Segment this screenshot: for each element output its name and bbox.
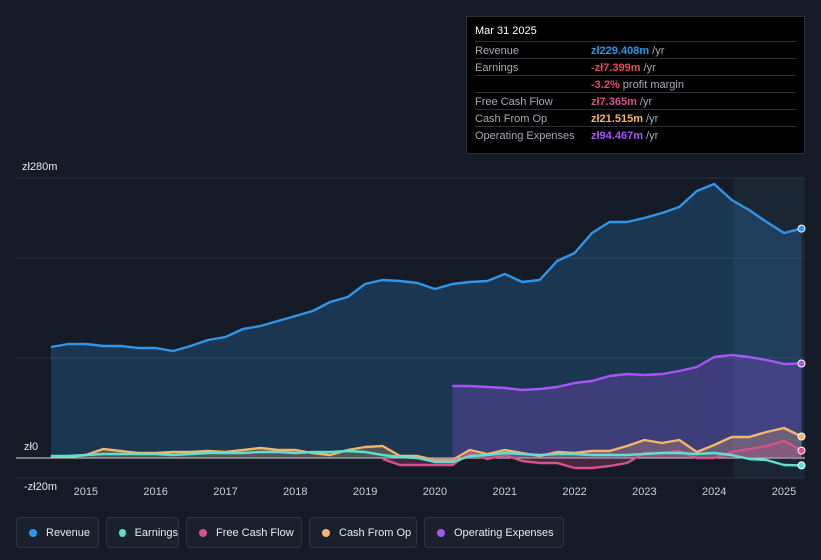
legend-dot-icon	[29, 528, 37, 537]
legend-label: Cash From Op	[339, 526, 412, 539]
revenue-end-dot	[797, 224, 806, 233]
tooltip-value: -zł7.399m /yr	[591, 62, 656, 74]
x-tick-label: 2022	[562, 486, 586, 498]
tooltip-value: zł94.467m /yr	[591, 130, 659, 142]
tooltip-value: zł7.365m /yr	[591, 96, 653, 108]
legend-dot-icon	[199, 528, 207, 537]
x-tick-label: 2023	[632, 486, 656, 498]
forecast-shade	[733, 178, 805, 478]
tooltip-value: -3.2% profit margin	[591, 79, 684, 91]
y-tick-label: zł280m	[22, 161, 57, 173]
tooltip-row: Free Cash Flow zł7.365m /yr	[475, 92, 796, 110]
tooltip-row: -3.2% profit margin	[475, 75, 796, 93]
legend-dot-icon	[437, 528, 445, 537]
legend-item-earnings[interactable]: Earnings	[106, 517, 179, 548]
tooltip-row: Operating Expenses zł94.467m /yr	[475, 126, 796, 144]
x-tick-label: 2021	[493, 486, 517, 498]
earnings-end-dot	[797, 461, 806, 470]
tooltip-label: Revenue	[475, 45, 520, 57]
y-tick-label: -zł20m	[24, 481, 57, 493]
tooltip-label: Operating Expenses	[475, 130, 575, 142]
tooltip-value: zł21.515m /yr	[591, 113, 659, 125]
series-layer	[50, 182, 803, 470]
x-tick-label: 2019	[353, 486, 377, 498]
legend-item-operating-expenses[interactable]: Operating Expenses	[424, 517, 564, 548]
legend-dot-icon	[119, 528, 126, 537]
legend-label: Earnings	[134, 526, 178, 539]
x-tick-label: 2016	[143, 486, 167, 498]
y-axis-labels: zł280m zł0 -zł20m	[22, 161, 57, 493]
legend-item-revenue[interactable]: Revenue	[16, 517, 99, 548]
end-markers	[797, 224, 806, 470]
legend-label: Revenue	[46, 526, 91, 539]
x-tick-label: 2020	[423, 486, 447, 498]
free-cash-flow-area	[382, 441, 802, 468]
x-tick-label: 2017	[213, 486, 237, 498]
cash-from-op-end-dot	[797, 432, 806, 441]
tooltip-row: Cash From Op zł21.515m /yr	[475, 109, 796, 127]
tooltip-label: Free Cash Flow	[475, 96, 553, 108]
x-tick-label: 2024	[702, 486, 726, 498]
y-tick-label: zł0	[24, 441, 38, 453]
tooltip-label: Cash From Op	[475, 113, 548, 125]
earnings-line	[50, 449, 802, 467]
legend-item-free-cash-flow[interactable]: Free Cash Flow	[186, 517, 302, 548]
free-cash-flow-line	[382, 439, 803, 470]
operating-expenses-end-dot	[797, 359, 806, 368]
tooltip-date: Mar 31 2025	[475, 25, 537, 37]
legend-label: Free Cash Flow	[216, 526, 294, 539]
revenue-area	[50, 184, 802, 458]
operating-expenses-area	[452, 355, 802, 458]
legend-item-cash-from-op[interactable]: Cash From Op	[309, 517, 417, 548]
x-tick-label: 2018	[283, 486, 307, 498]
revenue-line	[50, 182, 802, 353]
free-cash-flow-end-dot	[797, 446, 806, 455]
cash-from-op-line	[50, 426, 803, 462]
tooltip-panel: Mar 31 2025 Revenue zł229.408m /yr Earning…	[466, 16, 805, 154]
x-axis-labels: 2015 2016 2017 2018 2019 2020 2021 2022 2023 2024…	[74, 486, 797, 498]
tooltip-row: Earnings -zł7.399m /yr	[475, 58, 796, 76]
tooltip-value: zł229.408m /yr	[591, 45, 665, 57]
legend-label: Operating Expenses	[454, 526, 554, 539]
tooltip-row: Revenue zł229.408m /yr	[475, 41, 796, 59]
x-tick-label: 2025	[772, 486, 796, 498]
x-tick-label: 2015	[74, 486, 98, 498]
tooltip-label: Earnings	[475, 62, 519, 74]
legend-dot-icon	[322, 528, 330, 537]
operating-expenses-line	[452, 353, 802, 392]
